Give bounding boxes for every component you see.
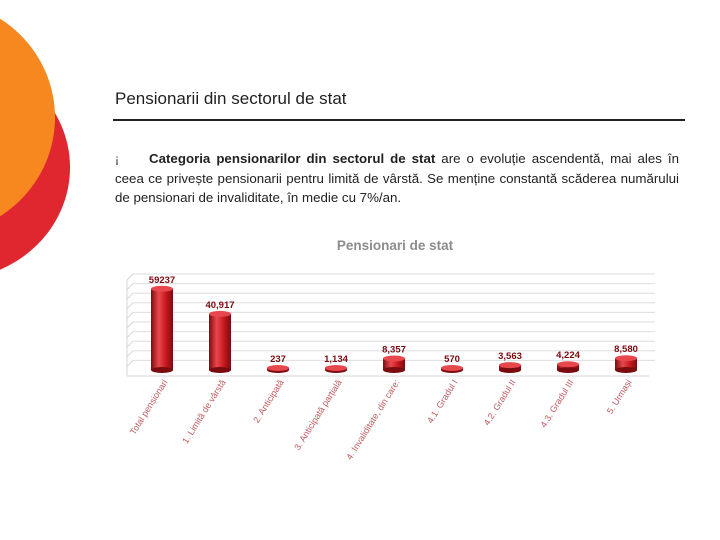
grid-line-diagonal: [126, 292, 134, 300]
bar-top: [325, 365, 347, 371]
bullet-paragraph: ¡ Categoria pensionarilor din sectorul de…: [115, 149, 679, 207]
bar-base: [615, 367, 637, 373]
bar-body: [383, 358, 405, 370]
bar-top: [267, 365, 289, 371]
grid-line-diagonal: [126, 321, 134, 329]
category-label: 1. Limită de vârstă: [180, 378, 227, 446]
value-label: 570: [444, 354, 460, 365]
category-label: 2. Anticipată: [251, 378, 285, 425]
grid-line-diagonal: [126, 360, 134, 367]
paragraph-bold-text: Categoria pensionarilor din sectorul de …: [149, 151, 436, 166]
value-label: 40,917: [205, 300, 234, 311]
bar-chart: Pensionari de stat 59237 40,917 237 1,134 8,…: [126, 238, 655, 462]
value-label: 237: [270, 354, 286, 365]
grid-line-diagonal: [126, 312, 134, 319]
chart-bar: [151, 285, 173, 373]
bar-body: [151, 288, 173, 370]
grid-line-diagonal: [126, 283, 134, 290]
bar-base: [209, 367, 231, 373]
value-label: 59237: [149, 275, 175, 286]
bar-top: [383, 355, 405, 362]
bar-top: [499, 362, 521, 369]
bullet-icon: ¡: [115, 152, 119, 166]
chart-category-labels: Total pensionari 1. Limită de vârstă 2. An…: [128, 378, 634, 462]
paragraph-text: are o evoluție ascendentă, mai ales în c…: [115, 151, 679, 205]
chart-bar: [267, 365, 289, 373]
grid-line-diagonal: [126, 331, 134, 338]
chart-title: Pensionari de stat: [337, 238, 454, 253]
bar-base: [383, 367, 405, 373]
bar-top: [151, 285, 173, 292]
chart-bar: [383, 355, 405, 373]
value-label: 8,580: [614, 344, 638, 355]
bar-body: [615, 358, 637, 370]
category-label: 3. Anticipată parțială: [292, 378, 343, 452]
chart-bars: [151, 285, 637, 373]
category-label: 4.2. Gradul II: [482, 378, 518, 427]
chart-value-labels: 59237 40,917 237 1,134 8,357 570 3,563 4,224 8,5…: [149, 275, 638, 365]
category-label: 5. Urmași: [605, 378, 634, 416]
grid-line-diagonal: [126, 302, 134, 310]
category-label: 4. Invaliditate, din care:: [344, 378, 402, 462]
bar-base: [557, 367, 579, 373]
value-label: 8,357: [382, 345, 406, 356]
value-label: 1,134: [324, 354, 348, 365]
page-title: Pensionarii din sectorul de stat: [115, 89, 347, 108]
category-label: 4.3. Gradul III: [538, 378, 575, 430]
value-label: 4,224: [556, 350, 580, 361]
grid-line-diagonal: [126, 350, 134, 358]
chart-bar: [615, 355, 637, 373]
value-label: 3,563: [498, 351, 522, 362]
grid-line-diagonal: [126, 273, 134, 281]
bar-top: [441, 365, 463, 371]
chart-bar: [557, 361, 579, 373]
bar-top: [615, 355, 637, 362]
title-divider: [113, 119, 685, 121]
chart-bar: [499, 362, 521, 373]
chart-bar: [441, 365, 463, 373]
category-label: 4.1. Gradul I: [425, 378, 460, 425]
bar-top: [209, 310, 231, 317]
grid-line-diagonal: [126, 340, 134, 348]
chart-bar: [325, 365, 347, 373]
decorative-circles: [0, 0, 90, 300]
bar-body: [209, 313, 231, 370]
bar-base: [499, 367, 521, 373]
chart-bar: [209, 310, 231, 373]
bar-base: [151, 367, 173, 373]
category-label: Total pensionari: [128, 378, 170, 437]
bar-top: [557, 361, 579, 368]
